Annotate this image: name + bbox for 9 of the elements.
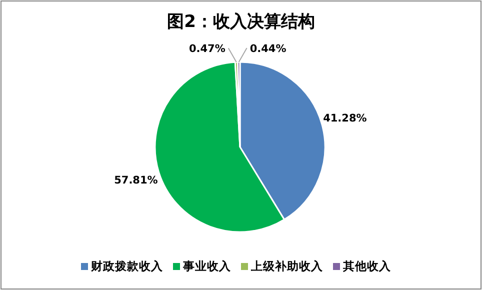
data-label: 41.28% xyxy=(323,112,368,125)
legend-label: 事业收入 xyxy=(182,259,232,273)
data-label: 0.47% xyxy=(188,43,226,56)
chart-title: 图2：收入决算结构 xyxy=(167,12,315,32)
legend-label: 上级补助收入 xyxy=(250,259,324,273)
legend-label: 财政拨款收入 xyxy=(90,259,164,273)
legend-label: 其他收入 xyxy=(342,259,392,273)
data-label: 57.81% xyxy=(114,174,158,186)
data-label: 0.44% xyxy=(250,43,287,56)
